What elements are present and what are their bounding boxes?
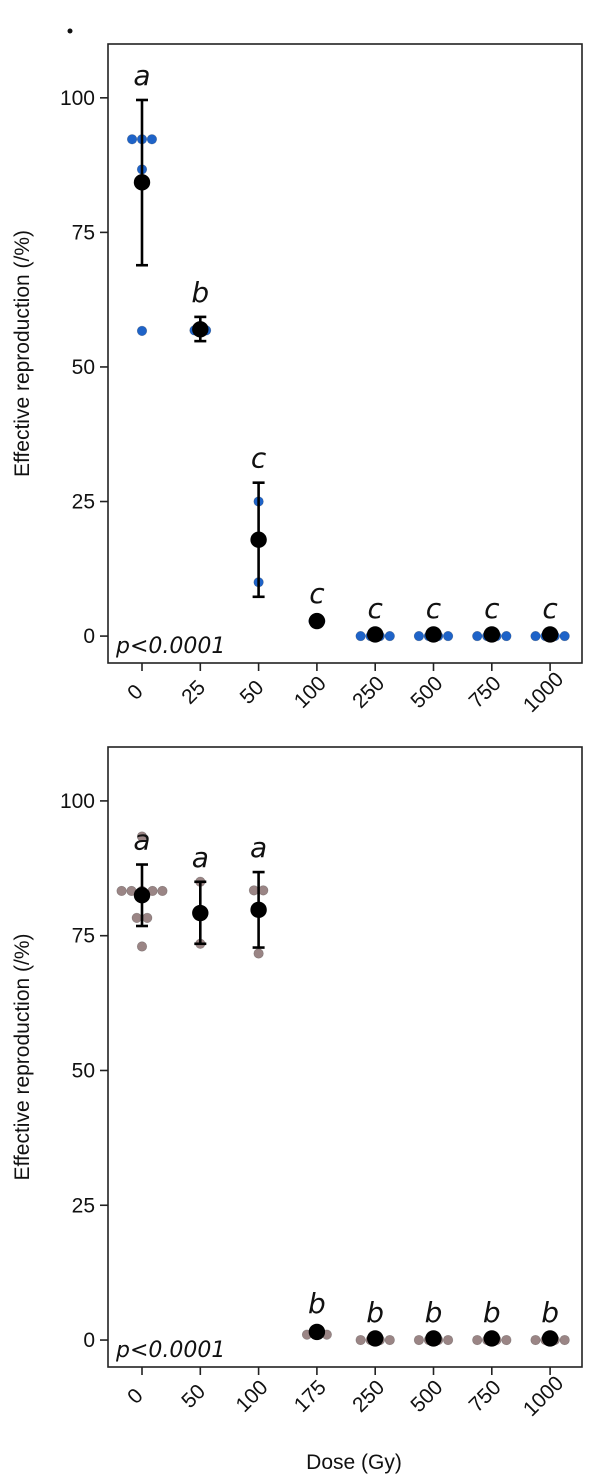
dose-group-0: a (116, 824, 168, 952)
significance-letter: c (367, 592, 383, 625)
data-point (248, 885, 260, 896)
p-value-label: p<0.0001 (115, 634, 225, 659)
data-point (384, 1334, 395, 1346)
y-axis-title: Effective reproduction (/%) (11, 230, 34, 477)
data-point (116, 885, 127, 897)
data-point (355, 1334, 366, 1346)
significance-letter: b (366, 1296, 384, 1329)
data-point (442, 630, 454, 642)
mean-point (483, 1330, 500, 1347)
significance-letter: b (483, 1296, 501, 1329)
dose-group-500: b (413, 1296, 454, 1347)
mean-point (308, 1323, 326, 1341)
dose-group-1000: b (530, 1296, 570, 1347)
mean-point (250, 901, 267, 919)
plot-frame (107, 43, 583, 664)
data-point (472, 1334, 483, 1346)
y-tick-label: 0 (83, 1329, 95, 1352)
data-point (501, 630, 512, 642)
mean-point (192, 904, 209, 922)
data-point (258, 885, 269, 896)
y-tick-label: 100 (60, 87, 95, 110)
mean-point (425, 1330, 442, 1347)
significance-letter: a (133, 59, 150, 92)
dose-group-750: b (472, 1296, 512, 1347)
data-point (157, 885, 168, 897)
significance-letter: b (191, 276, 209, 309)
plot-frame (107, 746, 583, 1368)
x-axis-title: Dose (Gy) (306, 1451, 402, 1474)
data-point (442, 1334, 454, 1346)
dose-group-1000: c (530, 592, 570, 643)
data-point (530, 1334, 541, 1346)
y-tick-label: 100 (60, 790, 95, 813)
significance-letter: a (250, 831, 267, 864)
data-point (136, 941, 148, 952)
mean-point (367, 1330, 384, 1347)
significance-letter: a (133, 824, 150, 857)
data-point (131, 912, 142, 924)
significance-letter: c (542, 592, 558, 625)
mean-point (483, 626, 500, 643)
significance-letter: c (426, 592, 442, 625)
y-tick-label: 25 (72, 1194, 95, 1217)
dose-group-100: a (248, 831, 269, 959)
data-point (355, 630, 366, 642)
dose-group-250: c (355, 592, 395, 643)
y-axis-title: Effective reproduction (/%) (11, 933, 34, 1180)
dose-group-750: c (472, 592, 512, 643)
dose-group-25: b (189, 276, 212, 343)
y-tick-label: 75 (72, 221, 95, 244)
y-tick-label: 50 (72, 1059, 95, 1082)
significance-letter: c (309, 577, 325, 610)
mean-point (541, 626, 559, 643)
dose-group-250: b (355, 1296, 395, 1347)
mean-point (308, 612, 326, 630)
p-value-label: p<0.0001 (115, 1338, 225, 1363)
mean-point (367, 626, 384, 643)
mean-point (133, 887, 151, 904)
mean-point (192, 321, 209, 338)
dose-group-500: c (413, 592, 454, 643)
data-point (142, 912, 153, 924)
data-point (384, 630, 395, 642)
y-tick-label: 75 (72, 925, 95, 948)
data-point (136, 831, 148, 842)
dose-group-0: a (126, 59, 158, 336)
significance-letter: c (251, 442, 267, 475)
significance-letter: b (425, 1296, 443, 1329)
y-tick-label: 50 (72, 356, 95, 379)
data-point (501, 1334, 512, 1346)
data-point (559, 630, 570, 642)
data-point (136, 325, 148, 336)
significance-letter: c (484, 592, 500, 625)
mean-point (541, 1330, 559, 1347)
significance-letter: a (192, 841, 209, 874)
data-point (472, 630, 483, 642)
data-point (559, 1334, 570, 1346)
mean-point (250, 531, 267, 548)
dose-group-100: c (308, 577, 326, 630)
significance-letter: b (541, 1296, 559, 1329)
data-point (126, 134, 138, 145)
mean-point (425, 626, 442, 643)
figure-mark-dot (67, 28, 73, 34)
significance-letter: b (308, 1287, 326, 1320)
data-point (253, 948, 264, 959)
data-point (413, 1334, 425, 1346)
data-point (413, 630, 425, 642)
data-point (146, 134, 158, 145)
dose-group-50: c (250, 442, 267, 599)
y-tick-label: 25 (72, 491, 95, 514)
y-tick-label: 0 (83, 625, 95, 648)
mean-point (133, 174, 151, 191)
data-point (530, 630, 541, 642)
dose-group-50: a (192, 841, 209, 949)
dose-group-175: b (301, 1287, 332, 1341)
